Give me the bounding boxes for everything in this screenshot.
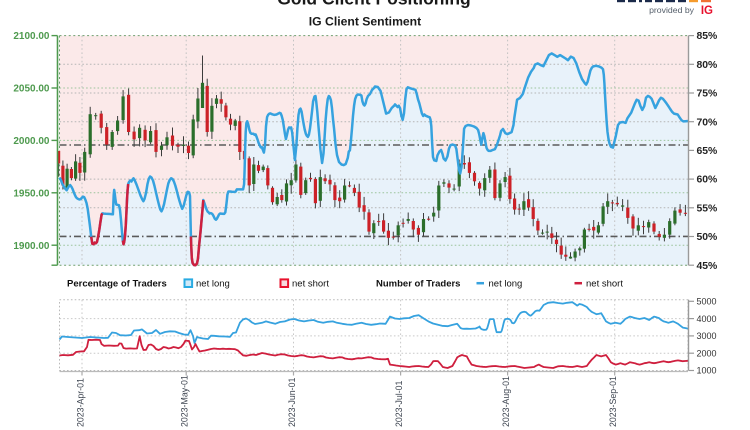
svg-text:2023-Aug-01: 2023-Aug-01 [501, 376, 511, 427]
svg-text:55%: 55% [697, 203, 718, 214]
svg-text:2023-Apr-01: 2023-Apr-01 [76, 378, 86, 427]
svg-text:80%: 80% [697, 60, 718, 71]
svg-text:5000: 5000 [697, 297, 717, 307]
svg-text:2050.00: 2050.00 [13, 84, 50, 95]
svg-text:2023-Sep-01: 2023-Sep-01 [608, 376, 618, 427]
svg-text:1000: 1000 [697, 366, 717, 376]
svg-text:provided by: provided by [649, 5, 695, 15]
svg-text:75%: 75% [697, 89, 718, 100]
svg-text:1950.00: 1950.00 [13, 188, 50, 199]
svg-text:net short: net short [586, 279, 623, 290]
svg-text:IG: IG [701, 5, 713, 17]
svg-text:net long: net long [489, 279, 523, 290]
svg-text:Number of Traders: Number of Traders [376, 279, 460, 290]
svg-text:net long: net long [196, 279, 230, 290]
svg-text:Gold Client Positioning: Gold Client Positioning [277, 0, 470, 9]
svg-text:2023-May-01: 2023-May-01 [180, 375, 190, 427]
svg-text:85%: 85% [697, 31, 718, 42]
svg-text:2023-Jul-01: 2023-Jul-01 [394, 380, 404, 427]
svg-text:net short: net short [292, 279, 329, 290]
svg-text:50%: 50% [697, 232, 718, 243]
svg-text:Percentage of Traders: Percentage of Traders [67, 279, 167, 290]
svg-text:70%: 70% [697, 117, 718, 128]
svg-text:2023-Jun-01: 2023-Jun-01 [287, 377, 297, 427]
svg-text:3000: 3000 [697, 331, 717, 341]
svg-text:45%: 45% [697, 261, 718, 272]
svg-text:IG Client Sentiment: IG Client Sentiment [309, 15, 421, 29]
svg-text:2100.00: 2100.00 [13, 31, 50, 42]
svg-text:1900.00: 1900.00 [13, 241, 50, 252]
svg-text:4000: 4000 [697, 314, 717, 324]
svg-text:2000: 2000 [697, 348, 717, 358]
svg-text:2000.00: 2000.00 [13, 136, 50, 147]
svg-text:65%: 65% [697, 146, 718, 157]
svg-text:60%: 60% [697, 175, 718, 186]
